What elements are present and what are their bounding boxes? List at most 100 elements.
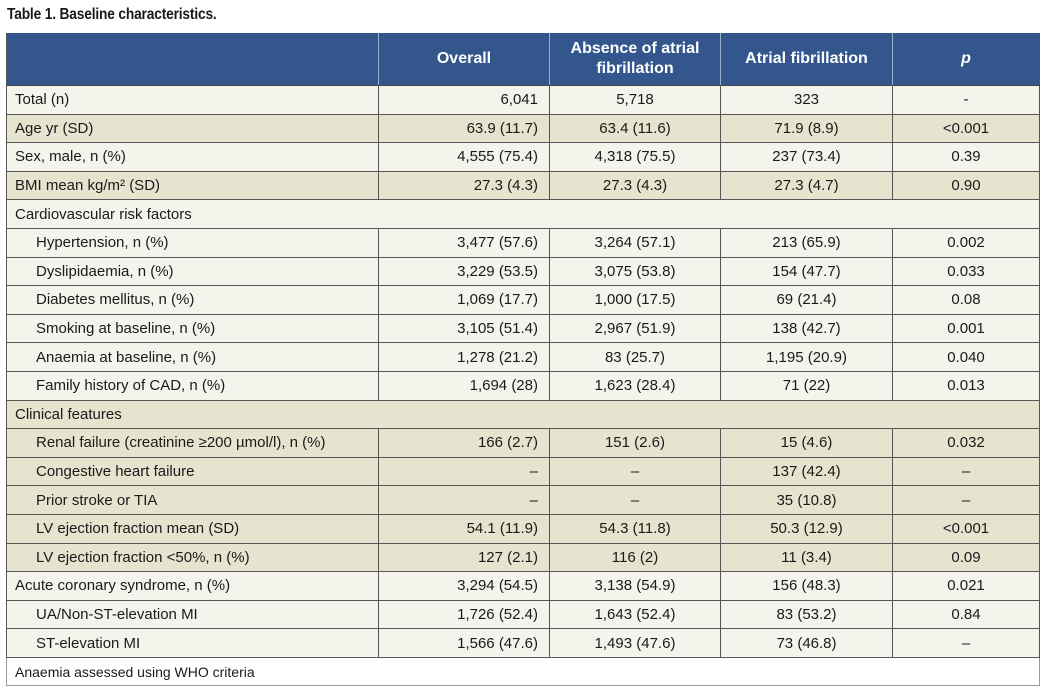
cell-overall: 3,477 (57.6)	[378, 227, 550, 258]
table-row: Anaemia at baseline, n (%) 1,278 (21.2) 83…	[6, 342, 1040, 372]
table-row: LV ejection fraction mean (SD) 54.1 (11.9…	[6, 513, 1040, 544]
cell-overall: 63.9 (11.7)	[378, 113, 550, 144]
cell-p-value: 0.90	[892, 170, 1040, 201]
cell-p-value: 0.013	[892, 370, 1040, 401]
cell-af: 154 (47.7)	[720, 256, 893, 287]
row-label: Renal failure (creatinine ≥200 µmol/l), …	[6, 428, 379, 458]
table-row: Sex, male, n (%) 4,555 (75.4) 4,318 (75.5)…	[6, 142, 1040, 172]
cell-overall: 1,694 (28)	[378, 370, 550, 401]
row-label: Diabetes mellitus, n (%)	[6, 285, 379, 315]
cell-af: 73 (46.8)	[720, 628, 893, 658]
row-label: LV ejection fraction <50%, n (%)	[6, 542, 379, 573]
cell-af: 83 (53.2)	[720, 599, 893, 630]
cell-af: 138 (42.7)	[720, 313, 893, 344]
cell-absence-af: 3,264 (57.1)	[549, 227, 721, 258]
table-row: BMI mean kg/m² (SD) 27.3 (4.3) 27.3 (4.3) 2…	[6, 170, 1040, 201]
cell-overall: 4,555 (75.4)	[378, 142, 550, 172]
section-label: Clinical features	[6, 399, 1040, 430]
table-row: Acute coronary syndrome, n (%) 3,294 (54.…	[6, 571, 1040, 601]
table-row: Smoking at baseline, n (%) 3,105 (51.4) 2,…	[6, 313, 1040, 344]
cell-absence-af: 83 (25.7)	[549, 342, 721, 372]
cell-overall: 1,726 (52.4)	[378, 599, 550, 630]
row-label: BMI mean kg/m² (SD)	[6, 170, 379, 201]
cell-absence-af: 4,318 (75.5)	[549, 142, 721, 172]
cell-absence-af: 1,643 (52.4)	[549, 599, 721, 630]
cell-af: 237 (73.4)	[720, 142, 893, 172]
cell-overall: 1,278 (21.2)	[378, 342, 550, 372]
table-row: Renal failure (creatinine ≥200 µmol/l), …	[6, 428, 1040, 458]
cell-p-value: -	[892, 85, 1040, 115]
cell-p-value: 0.021	[892, 571, 1040, 601]
table-row: Dyslipidaemia, n (%) 3,229 (53.5) 3,075 (5…	[6, 256, 1040, 287]
table-row: Prior stroke or TIA – –35 (10.8) –	[6, 485, 1040, 515]
cell-overall: 54.1 (11.9)	[378, 513, 550, 544]
cell-overall: 127 (2.1)	[378, 542, 550, 573]
cell-p-value: 0.002	[892, 227, 1040, 258]
cell-p-value: <0.001	[892, 513, 1040, 544]
cell-p-value: 0.001	[892, 313, 1040, 344]
cell-absence-af: 63.4 (11.6)	[549, 113, 721, 144]
cell-absence-af: 5,718	[549, 85, 721, 115]
table-row: Age yr (SD) 63.9 (11.7) 63.4 (11.6) 71.9 (8…	[6, 113, 1040, 144]
cell-absence-af: 27.3 (4.3)	[549, 170, 721, 201]
cell-af: 1,195 (20.9)	[720, 342, 893, 372]
cell-af: 71 (22)	[720, 370, 893, 401]
cell-absence-af: 151 (2.6)	[549, 428, 721, 458]
row-label: Congestive heart failure	[6, 456, 379, 487]
table-row: ST-elevation MI 1,566 (47.6) 1,493 (47.6) 7…	[6, 628, 1040, 658]
cell-af: 323	[720, 85, 893, 115]
table-row: Diabetes mellitus, n (%) 1,069 (17.7) 1,00…	[6, 285, 1040, 315]
table-row: Congestive heart failure – –137 (42.4) –	[6, 456, 1040, 487]
header-absence-af: Absence of atrial fibrillation	[549, 33, 721, 86]
cell-absence-af: 54.3 (11.8)	[549, 513, 721, 544]
section-row: Cardiovascular risk factors	[6, 199, 1040, 229]
cell-overall: 1,566 (47.6)	[378, 628, 550, 658]
row-label: LV ejection fraction mean (SD)	[6, 513, 379, 544]
cell-overall: 1,069 (17.7)	[378, 285, 550, 315]
cell-p-value: 0.033	[892, 256, 1040, 287]
header-characteristic	[6, 33, 379, 86]
table-row: Family history of CAD, n (%) 1,694 (28) 1,…	[6, 370, 1040, 401]
cell-absence-af: 116 (2)	[549, 542, 721, 573]
cell-p-value: 0.84	[892, 599, 1040, 630]
header-p-value: p	[892, 33, 1040, 86]
cell-absence-af: –	[549, 485, 721, 515]
cell-overall: 3,229 (53.5)	[378, 256, 550, 287]
cell-overall: 3,294 (54.5)	[378, 571, 550, 601]
cell-absence-af: 1,493 (47.6)	[549, 628, 721, 658]
table-row: LV ejection fraction <50%, n (%) 127 (2.1…	[6, 542, 1040, 573]
cell-p-value: <0.001	[892, 113, 1040, 144]
cell-absence-af: 1,623 (28.4)	[549, 370, 721, 401]
cell-p-value: 0.040	[892, 342, 1040, 372]
cell-af: 27.3 (4.7)	[720, 170, 893, 201]
header-row: Overall Absence of atrial fibrillation A…	[6, 33, 1040, 86]
cell-p-value: –	[892, 456, 1040, 487]
cell-overall: 27.3 (4.3)	[378, 170, 550, 201]
section-label: Cardiovascular risk factors	[6, 199, 1040, 229]
row-label: Prior stroke or TIA	[6, 485, 379, 515]
cell-p-value: –	[892, 628, 1040, 658]
cell-overall: 3,105 (51.4)	[378, 313, 550, 344]
table-caption: Table 1. Baseline characteristics.	[7, 6, 217, 23]
cell-overall: –	[378, 456, 550, 487]
section-row: Clinical features	[6, 399, 1040, 430]
footnote-row: Anaemia assessed using WHO criteria	[6, 656, 1040, 687]
cell-af: 156 (48.3)	[720, 571, 893, 601]
table-row: Hypertension, n (%) 3,477 (57.6) 3,264 (57…	[6, 227, 1040, 258]
header-overall: Overall	[378, 33, 550, 86]
row-label: Hypertension, n (%)	[6, 227, 379, 258]
cell-af: 35 (10.8)	[720, 485, 893, 515]
cell-p-value: 0.09	[892, 542, 1040, 573]
cell-p-value: 0.032	[892, 428, 1040, 458]
row-label: Family history of CAD, n (%)	[6, 370, 379, 401]
cell-overall: 166 (2.7)	[378, 428, 550, 458]
cell-overall: –	[378, 485, 550, 515]
row-label: Acute coronary syndrome, n (%)	[6, 571, 379, 601]
row-label: ST-elevation MI	[6, 628, 379, 658]
table-row: Total (n) 6,041 5,718 323-	[6, 85, 1040, 115]
row-label: Dyslipidaemia, n (%)	[6, 256, 379, 287]
footnote: Anaemia assessed using WHO criteria	[6, 656, 1040, 687]
cell-af: 11 (3.4)	[720, 542, 893, 573]
cell-af: 213 (65.9)	[720, 227, 893, 258]
header-af: Atrial fibrillation	[720, 33, 893, 86]
